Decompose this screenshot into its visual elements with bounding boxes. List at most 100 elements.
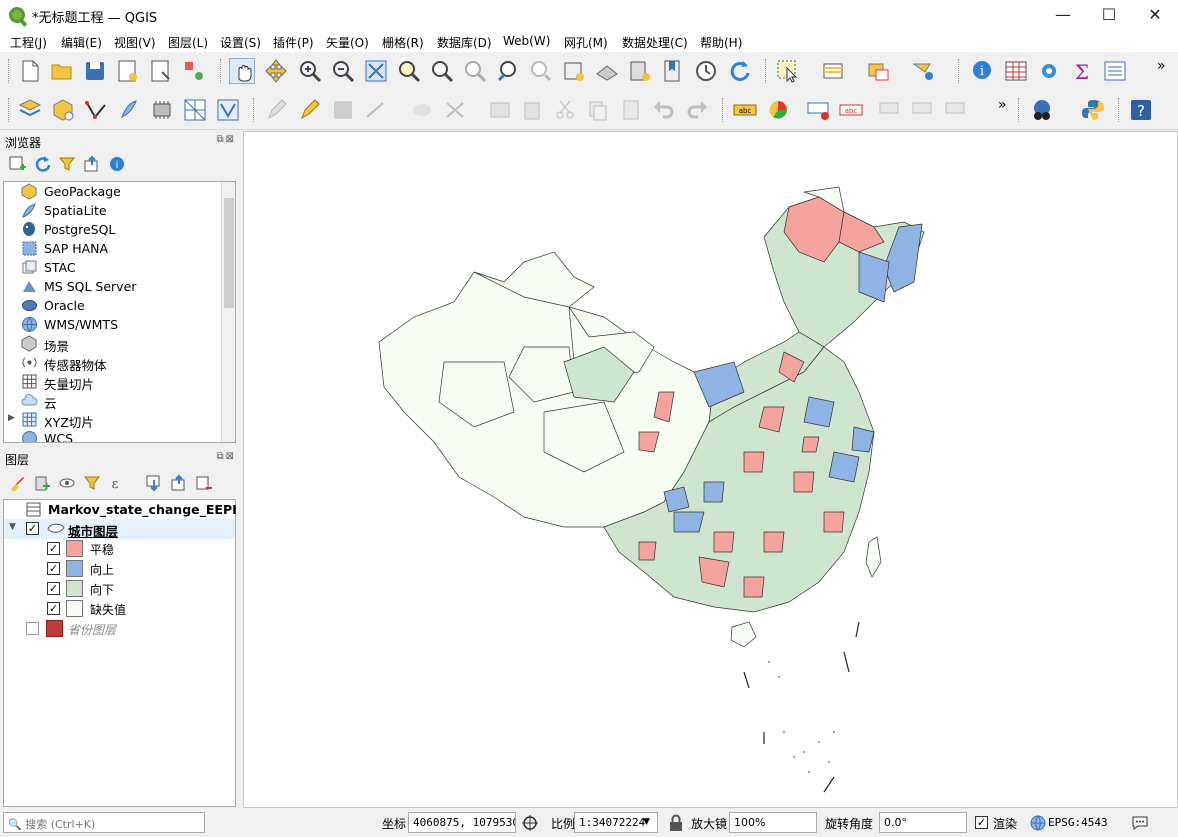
new-3d-map-view-icon[interactable]	[594, 58, 620, 84]
messages-icon[interactable]	[1131, 814, 1149, 832]
zoom-out-icon[interactable]	[330, 58, 356, 84]
menu-vector[interactable]: 矢量(O)	[326, 36, 369, 50]
refresh-icon[interactable]	[726, 58, 752, 84]
open-project-icon[interactable]	[49, 58, 75, 84]
browser-item-sap-hana[interactable]: SAP HANA	[4, 239, 235, 258]
remove-layer-icon[interactable]	[195, 474, 213, 492]
toggle-editing-icon[interactable]	[297, 97, 323, 123]
zoom-in-icon[interactable]	[297, 58, 323, 84]
new-virtual-layer-icon[interactable]	[149, 97, 175, 123]
toggle-extents-icon[interactable]	[521, 814, 539, 832]
delete-icon[interactable]	[519, 97, 545, 123]
browser-item-cloud[interactable]: 云	[4, 391, 235, 411]
toolbar2-overflow-icon[interactable]: »	[998, 97, 1007, 113]
browser-item-wcs[interactable]: WCS	[4, 429, 235, 442]
layout-manager-icon[interactable]	[148, 58, 174, 84]
zoom-full-icon[interactable]	[363, 58, 389, 84]
browser-item-mssql[interactable]: MS SQL Server	[4, 277, 235, 296]
new-spatial-bookmark-icon[interactable]	[627, 58, 653, 84]
filter-expression-icon[interactable]: ε	[108, 474, 126, 492]
add-selected-layers-icon[interactable]	[8, 155, 26, 173]
zoom-native-icon[interactable]	[462, 58, 488, 84]
style-manager-icon[interactable]	[181, 58, 207, 84]
menu-database[interactable]: 数据库(D)	[437, 36, 492, 50]
browser-item-stac[interactable]: STAC	[4, 258, 235, 277]
collapse-layers-icon[interactable]	[170, 474, 188, 492]
vertex-tool-icon[interactable]	[409, 97, 435, 123]
diagram-options-icon[interactable]	[765, 97, 791, 123]
copy-features-icon[interactable]	[585, 97, 611, 123]
browser-item-geopackage[interactable]: GeoPackage	[4, 182, 235, 201]
save-edits-icon[interactable]	[330, 97, 356, 123]
digitize-vertex-icon[interactable]	[83, 97, 109, 123]
paste-features-icon[interactable]	[618, 97, 644, 123]
help-icon[interactable]: ?	[1128, 97, 1154, 123]
browser-item-oracle[interactable]: Oracle	[4, 296, 235, 315]
show-layout-icon[interactable]	[1102, 58, 1128, 84]
new-mesh-layer-icon[interactable]	[182, 97, 208, 123]
new-geopackage-icon[interactable]	[50, 97, 76, 123]
identify-features-icon[interactable]: i	[970, 58, 996, 84]
browser-scrollbar[interactable]	[221, 182, 235, 442]
processing-toolbox-icon[interactable]	[1036, 58, 1062, 84]
data-source-manager-icon[interactable]	[17, 97, 43, 123]
zoom-to-selection-icon[interactable]	[396, 58, 422, 84]
select-by-location-icon[interactable]	[911, 58, 937, 84]
expand-arrow-icon[interactable]: ▶	[8, 413, 15, 423]
browser-item-vector-tiles[interactable]: 矢量切片	[4, 372, 235, 392]
new-map-view-icon[interactable]	[561, 58, 587, 84]
select-features-icon[interactable]	[775, 58, 801, 84]
layers-panel-controls[interactable]: ⧉⊠	[216, 451, 236, 462]
menu-help[interactable]: 帮助(H)	[700, 36, 743, 50]
legend-checkbox-up[interactable]: ✓	[47, 562, 60, 575]
city-layer-checkbox[interactable]: ✓	[26, 522, 39, 535]
change-label-icon[interactable]	[944, 97, 970, 123]
lock-scale-icon[interactable]	[669, 814, 683, 832]
collapse-all-icon[interactable]	[83, 155, 101, 173]
open-attribute-table-icon[interactable]	[1003, 58, 1029, 84]
magnifier-field[interactable]: 100%	[729, 812, 817, 833]
cut-features-icon[interactable]	[552, 97, 578, 123]
refresh-browser-icon[interactable]	[33, 155, 51, 173]
zoom-last-icon[interactable]	[495, 58, 521, 84]
browser-item-spatialite[interactable]: SpatiaLite	[4, 201, 235, 220]
label-tool-icon[interactable]: abc	[732, 97, 758, 123]
browser-panel-controls[interactable]: ⧉⊠	[216, 134, 236, 145]
rotation-field[interactable]: 0.0°	[879, 812, 967, 833]
browser-item-wms-wmts[interactable]: WMS/WMTS	[4, 315, 235, 334]
temporal-controller-icon[interactable]	[693, 58, 719, 84]
browser-item-sensor[interactable]: 传感器物体	[4, 353, 235, 373]
filter-legend-icon[interactable]	[83, 474, 101, 492]
attribute-select-icon[interactable]	[821, 58, 847, 84]
move-label-icon[interactable]	[878, 97, 904, 123]
current-edits-icon[interactable]	[264, 97, 290, 123]
crs-label[interactable]: EPSG:4543	[1048, 816, 1108, 829]
new-print-layout-icon[interactable]	[115, 58, 141, 84]
manage-visibility-icon[interactable]	[58, 474, 76, 492]
python-console-icon[interactable]	[1080, 97, 1106, 123]
minimize-button[interactable]: —	[1055, 5, 1071, 24]
add-group-icon[interactable]	[33, 474, 51, 492]
properties-info-icon[interactable]: i	[108, 155, 126, 173]
pan-to-selection-icon[interactable]	[263, 58, 289, 84]
menu-raster[interactable]: 栅格(R)	[382, 36, 424, 50]
new-project-icon[interactable]	[17, 58, 43, 84]
filter-browser-icon[interactable]	[58, 155, 76, 173]
add-feature-icon[interactable]	[363, 97, 389, 123]
province-layer-checkbox[interactable]	[26, 622, 39, 635]
group-title[interactable]: Markov_state_change_EEPI	[48, 502, 237, 517]
menu-plugins[interactable]: 插件(P)	[273, 36, 314, 50]
style-brush-icon[interactable]	[8, 474, 26, 492]
browser-item-scene[interactable]: 场景	[4, 334, 235, 354]
pan-map-icon[interactable]	[229, 58, 255, 84]
menu-mesh[interactable]: 网孔(M)	[564, 36, 608, 50]
rotate-label-icon[interactable]	[911, 97, 937, 123]
collapse-arrow-icon[interactable]: ▼	[9, 522, 16, 532]
undo-icon[interactable]	[651, 97, 677, 123]
coordinate-field[interactable]: 4060875, 1079530	[408, 812, 516, 833]
pin-labels-icon[interactable]	[806, 97, 832, 123]
menu-settings[interactable]: 设置(S)	[220, 36, 261, 50]
show-hide-labels-icon[interactable]: abc	[838, 97, 864, 123]
delete-selected-icon[interactable]	[487, 97, 513, 123]
save-project-icon[interactable]	[82, 58, 108, 84]
